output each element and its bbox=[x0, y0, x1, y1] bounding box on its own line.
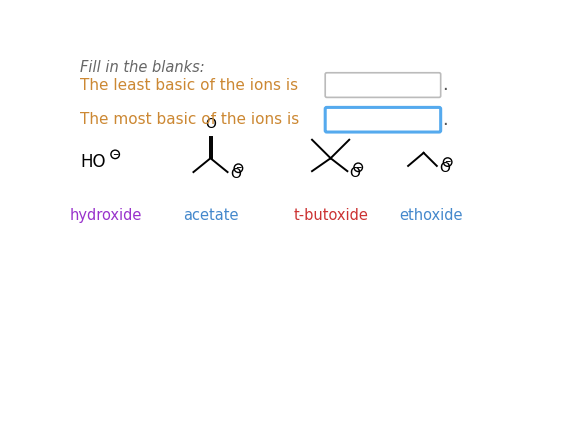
Text: acetate: acetate bbox=[183, 208, 238, 223]
Text: O: O bbox=[205, 117, 216, 131]
Text: O: O bbox=[439, 161, 450, 175]
Text: O: O bbox=[350, 166, 361, 181]
Text: .: . bbox=[442, 111, 448, 129]
Text: The most basic of the ions is: The most basic of the ions is bbox=[80, 112, 299, 127]
Text: −: − bbox=[445, 157, 451, 166]
Text: ethoxide: ethoxide bbox=[400, 208, 463, 223]
Text: Fill in the blanks:: Fill in the blanks: bbox=[80, 61, 205, 75]
Text: .: . bbox=[442, 76, 448, 94]
Text: −: − bbox=[355, 162, 361, 171]
Text: O: O bbox=[230, 168, 241, 181]
FancyBboxPatch shape bbox=[325, 73, 441, 97]
Text: t-butoxide: t-butoxide bbox=[293, 208, 368, 223]
FancyBboxPatch shape bbox=[325, 107, 441, 132]
Text: HO: HO bbox=[81, 153, 106, 171]
Text: hydroxide: hydroxide bbox=[70, 208, 142, 223]
Text: −: − bbox=[235, 164, 241, 172]
Text: −: − bbox=[112, 150, 118, 158]
Text: The least basic of the ions is: The least basic of the ions is bbox=[80, 78, 298, 93]
